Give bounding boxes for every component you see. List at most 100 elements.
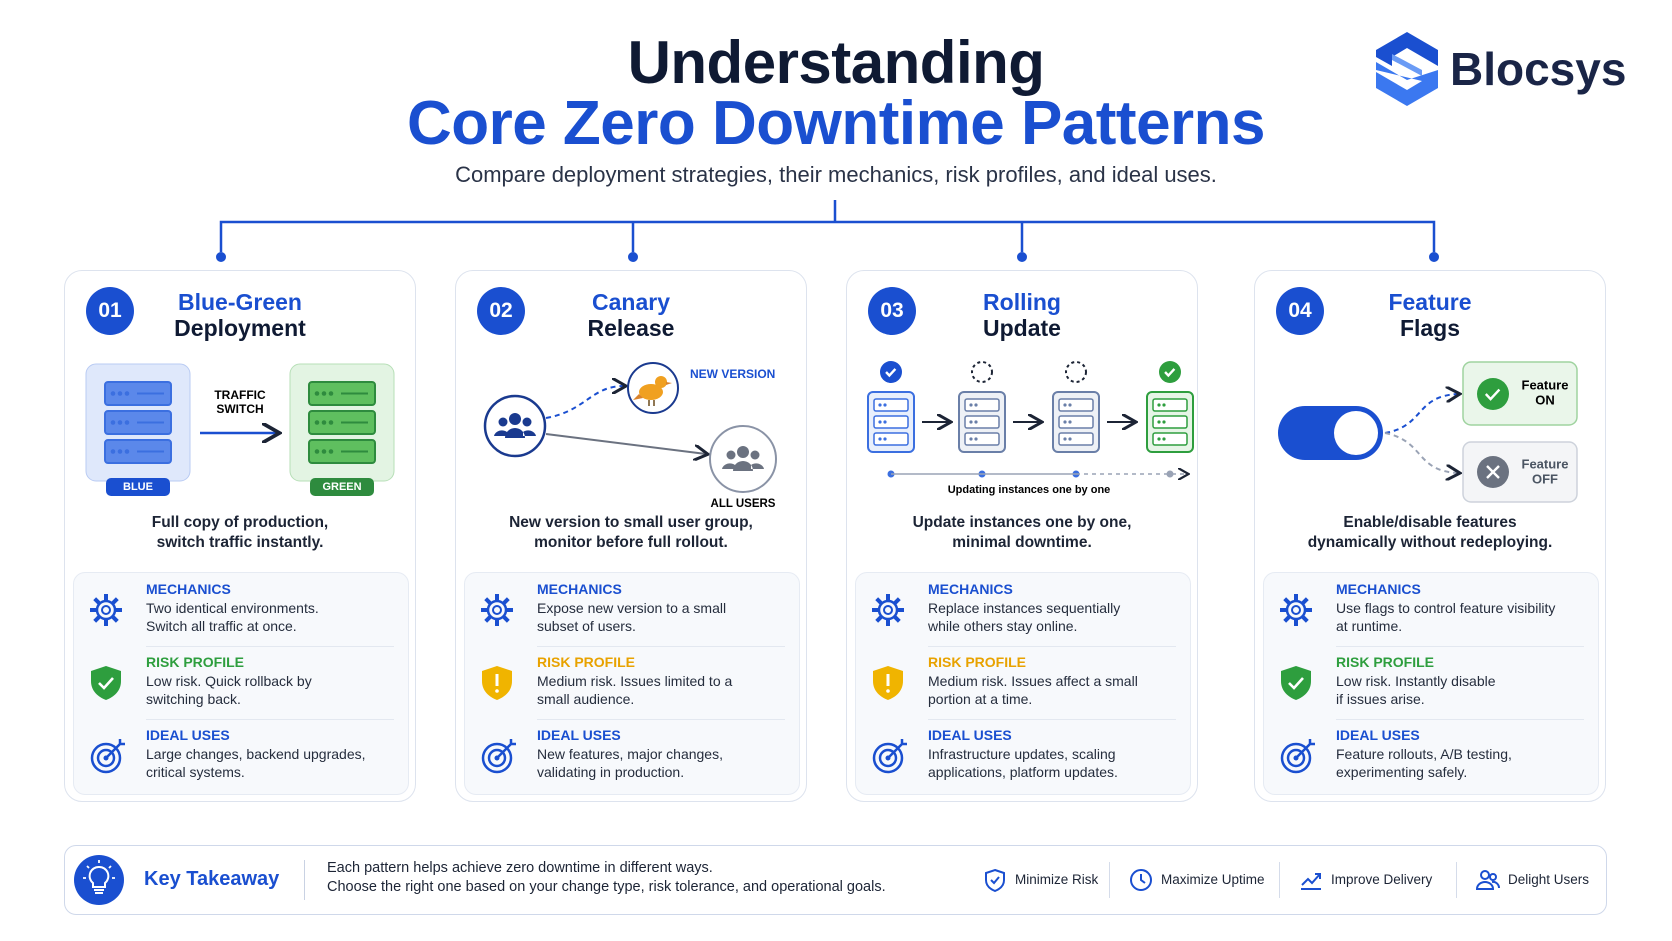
detail-section: IDEAL USES Feature rollouts, A/B testing… <box>1264 719 1598 792</box>
pattern-diagram: NEW VERSION ALL USERS <box>483 362 777 510</box>
badge-icon <box>985 868 1005 892</box>
section-line: subset of users. <box>537 618 636 634</box>
summary-line: Full copy of production, <box>151 514 329 531</box>
pattern-card: 04 Feature Flags Feature ON Feature OFF E… <box>1254 270 1606 802</box>
diagram-label: BLUE <box>123 481 153 493</box>
pattern-title: Canary Release <box>526 289 736 341</box>
separator <box>1336 646 1584 647</box>
logo-text: Blocsys <box>1450 43 1627 95</box>
section-icon <box>481 594 513 626</box>
pattern-details: MECHANICS Expose new version to a small s… <box>464 572 800 795</box>
pattern-title: Blue-Green Deployment <box>135 289 345 341</box>
section-line: Expose new version to a small <box>537 600 727 616</box>
section-heading: IDEAL USES <box>537 727 621 743</box>
badge-icon <box>1301 873 1321 890</box>
pattern-diagram: TRAFFIC SWITCH BLUE GREEN <box>85 363 395 496</box>
diagram-label: NEW VERSION <box>690 367 775 381</box>
detail-section: RISK PROFILE Medium risk. Issues affect … <box>856 646 1190 719</box>
summary-line: switch traffic instantly. <box>156 534 324 551</box>
section-line: Replace instances sequentially <box>928 600 1121 616</box>
pattern-summary: Enable/disable features dynamically witho… <box>1255 513 1605 553</box>
section-line: experimenting safely. <box>1336 764 1468 780</box>
section-heading: RISK PROFILE <box>928 654 1027 670</box>
detail-section: IDEAL USES Large changes, backend upgrad… <box>74 719 408 792</box>
footer-title: Key Takeaway <box>144 868 280 890</box>
logo-icon <box>1376 32 1438 106</box>
section-line: Switch all traffic at once. <box>146 618 297 634</box>
section-line: Medium risk. Issues limited to a <box>537 673 733 689</box>
diagram-label: Feature <box>1522 377 1569 392</box>
divider <box>1456 862 1457 898</box>
title-line: Flags <box>1399 315 1461 341</box>
badge-icon <box>1476 870 1500 890</box>
badge-icon <box>1130 869 1152 891</box>
section-heading: MECHANICS <box>537 581 622 597</box>
pattern-number: 03 <box>868 287 916 335</box>
diagram-label: Updating instances one by one <box>948 484 1111 496</box>
section-icon <box>91 666 121 700</box>
pattern-details: MECHANICS Two identical environments. Swi… <box>73 572 409 795</box>
section-line: Infrastructure updates, scaling <box>928 746 1116 762</box>
section-line: small audience. <box>537 691 635 707</box>
title-line: Update <box>983 315 1061 341</box>
section-line: Medium risk. Issues affect a small <box>928 673 1138 689</box>
diagram-label: ALL USERS <box>711 498 776 510</box>
title-line: Canary <box>592 289 670 315</box>
diagram-label: SWITCH <box>216 402 263 416</box>
footer-text: Each pattern helps achieve zero downtime… <box>327 859 886 897</box>
section-icon <box>1281 666 1311 700</box>
badge-label: Minimize Risk <box>1015 872 1099 887</box>
summary-line: dynamically without redeploying. <box>1307 534 1553 551</box>
separator <box>928 719 1176 720</box>
divider <box>1279 862 1280 898</box>
section-line: Two identical environments. <box>146 600 319 616</box>
connector <box>216 200 1439 262</box>
title-line: Deployment <box>174 315 306 341</box>
diagram-label: ON <box>1535 392 1555 407</box>
title-line: Release <box>587 315 675 341</box>
section-icon <box>1280 739 1315 774</box>
detail-section: MECHANICS Use flags to control feature v… <box>1264 573 1598 646</box>
section-line: Low risk. Quick rollback by <box>146 673 312 689</box>
section-heading: MECHANICS <box>1336 581 1421 597</box>
section-line: critical systems. <box>146 764 245 780</box>
pattern-diagram: Feature ON Feature OFF <box>1278 361 1578 503</box>
separator <box>146 719 394 720</box>
footer: Key Takeaway Each pattern helps achieve … <box>64 845 1607 915</box>
separator <box>537 719 785 720</box>
detail-section: MECHANICS Replace instances sequentially… <box>856 573 1190 646</box>
detail-section: RISK PROFILE Medium risk. Issues limited… <box>465 646 799 719</box>
pattern-card: 02 Canary Release NEW VERSION ALL USERS N… <box>455 270 807 802</box>
badge-label: Improve Delivery <box>1331 872 1433 887</box>
title-line-1: Understanding <box>627 29 1045 96</box>
section-heading: MECHANICS <box>928 581 1013 597</box>
title-line: Blue-Green <box>178 289 302 315</box>
pattern-summary: Full copy of production, switch traffic i… <box>65 513 415 553</box>
badge-label: Delight Users <box>1508 872 1590 887</box>
divider <box>1109 862 1110 898</box>
badge-label: Maximize Uptime <box>1161 872 1265 887</box>
section-icon <box>482 666 512 700</box>
pattern-summary: Update instances one by one, minimal down… <box>847 513 1197 553</box>
separator <box>928 646 1176 647</box>
separator <box>537 646 785 647</box>
section-icon <box>90 739 125 774</box>
section-line: if issues arise. <box>1336 691 1425 707</box>
diagram-label: TRAFFIC <box>214 388 266 402</box>
section-icon <box>90 594 122 626</box>
pattern-summary: New version to small user group, monitor … <box>456 513 806 553</box>
section-heading: RISK PROFILE <box>146 654 245 670</box>
summary-line: minimal downtime. <box>952 534 1092 551</box>
section-icon <box>1280 594 1312 626</box>
summary-line: New version to small user group, <box>509 514 753 531</box>
footer-line: Choose the right one based on your chang… <box>327 879 886 895</box>
separator <box>1336 719 1584 720</box>
section-line: Use flags to control feature visibility <box>1336 600 1556 616</box>
pattern-card: 01 Blue-Green Deployment TRAFFIC SWITCH B… <box>64 270 416 802</box>
section-heading: MECHANICS <box>146 581 231 597</box>
bulb-icon <box>74 855 124 905</box>
section-icon <box>872 594 904 626</box>
section-line: applications, platform updates. <box>928 764 1118 780</box>
section-heading: IDEAL USES <box>146 727 230 743</box>
